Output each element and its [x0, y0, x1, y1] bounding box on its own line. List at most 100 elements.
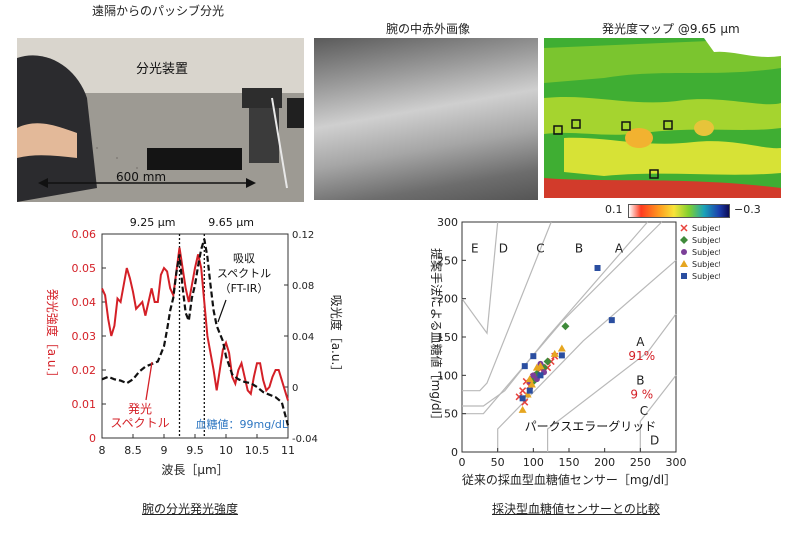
- zone-boundary: [461, 221, 499, 335]
- data-point-subject-e: [558, 352, 565, 359]
- wavelength-marker-label: 9.25 μm: [130, 216, 176, 229]
- data-point-subject-e: [519, 395, 526, 402]
- caption-spectral-emission: 腕の分光発光強度: [142, 502, 239, 516]
- legend-marker-subject-a: [680, 224, 688, 232]
- setup-photo: [17, 38, 304, 202]
- zone-boundary: [462, 221, 648, 407]
- x-tick-label: 0: [459, 456, 466, 469]
- x-axis-label: 波長［μm］: [161, 463, 228, 477]
- zone-label-b: B: [575, 242, 583, 256]
- panel-title-passive-spectroscopy: 遠隔からのパッシブ分光: [92, 4, 225, 18]
- data-point-subject-c: [530, 372, 537, 379]
- data-point-subject-e: [521, 363, 528, 370]
- data-point-subject-e: [594, 265, 601, 271]
- zone-label-c: C: [640, 404, 648, 418]
- y-tick-label: 250: [437, 254, 458, 267]
- x-tick-label: 100: [523, 456, 544, 469]
- y-right-tick-label: -0.04: [292, 434, 318, 445]
- y-left-axis-label: 発光強度［a.u.］: [45, 289, 60, 384]
- zone-label-c: C: [536, 242, 544, 256]
- zone-label-a: A: [636, 335, 645, 349]
- emission-spectrum-line: [101, 247, 289, 401]
- zone-label-e: E: [471, 242, 479, 256]
- y-tick-label: 200: [437, 293, 458, 306]
- y-left-tick-label: 0.05: [72, 262, 97, 275]
- zone-label-d: D: [499, 242, 508, 256]
- x-axis-label: 従来の採血型血糖値センサー［mg/dl］: [462, 472, 676, 487]
- spectrometer-label: 分光装置: [136, 62, 189, 77]
- legend-label: Subject B: [692, 236, 720, 245]
- legend-marker-subject-e: [681, 273, 687, 279]
- setup-photo-illustration: [17, 38, 304, 202]
- arm-ir-image: [314, 38, 538, 200]
- x-tick-label: 200: [594, 456, 615, 469]
- emissivity-map-illustration: [544, 38, 781, 198]
- data-point-subject-d: [527, 380, 536, 388]
- colorbar-min-label: 0.1: [605, 203, 623, 216]
- emission-label: 発光: [128, 402, 152, 416]
- x-tick-label: 8: [99, 444, 106, 457]
- data-point-subject-d: [550, 349, 559, 357]
- absorption-spectrum-line: [101, 238, 290, 426]
- caption-comparison: 採決型血糖値センサーとの比較: [492, 502, 660, 516]
- y-right-tick-label: 0: [292, 383, 298, 394]
- distance-arrow: [38, 178, 256, 188]
- zone-boundary: [547, 313, 677, 452]
- glucose-label: 血糖値：99mg/dL: [195, 417, 288, 431]
- parkes-error-grid-chart: 0 50 100 150 200 250 300 0 50 100 150 200 250 300 E D C B…: [429, 216, 720, 487]
- x-tick-label: 9: [161, 444, 168, 457]
- data-point-subject-e: [537, 372, 544, 379]
- legend-label: Subject D: [692, 260, 720, 269]
- data-point-subject-d: [536, 362, 545, 370]
- colorbar: [628, 204, 730, 218]
- x-tick-label: 50: [491, 456, 505, 469]
- y-left-tick-label: 0: [89, 432, 96, 445]
- legend-marker-subject-b: [680, 236, 688, 244]
- colorbar-max-label: −0.3: [734, 203, 761, 216]
- x-tick-label: 10: [219, 444, 233, 457]
- zone-a-percent: 91%: [628, 349, 655, 363]
- absorb-label-pointer: [217, 299, 227, 323]
- zone-label-b: B: [636, 374, 644, 388]
- y-axis-label: 提案手法による血糖値［mg/dl］: [429, 248, 444, 426]
- zone-label-d: D: [650, 433, 659, 447]
- zone-boundary: [462, 221, 552, 392]
- x-tick-label: 10.5: [245, 444, 270, 457]
- zone-boundary: [639, 374, 677, 452]
- y-right-tick-label: 0.04: [292, 332, 314, 343]
- distance-label: 600 mm: [116, 170, 167, 184]
- data-point-subject-b: [561, 322, 570, 331]
- legend-marker-subject-c: [681, 249, 687, 255]
- absorb-label: 吸収: [233, 252, 255, 265]
- data-point-subject-d: [557, 344, 566, 352]
- x-tick-label: 9.5: [186, 444, 204, 457]
- y-tick-label: 300: [437, 216, 458, 229]
- x-tick-label: 250: [630, 456, 651, 469]
- absorb-label: （FT-IR）: [220, 282, 269, 295]
- y-right-axis-label: 吸光度［a.u.］: [329, 295, 344, 378]
- legend-label: Subject C: [692, 248, 720, 257]
- emissivity-map: [544, 38, 781, 198]
- y-right-tick-label: 0.12: [292, 230, 314, 241]
- x-tick-label: 300: [666, 456, 687, 469]
- y-left-tick-label: 0.02: [72, 364, 97, 377]
- data-point-subject-e: [530, 353, 537, 360]
- grid-title: パークスエラーグリッド: [525, 420, 657, 434]
- wavelength-marker-label: 9.65 μm: [208, 216, 254, 229]
- panel-title-mid-ir-image: 腕の中赤外画像: [386, 22, 471, 36]
- y-tick-label: 0: [451, 446, 458, 459]
- y-left-tick-label: 0.01: [72, 398, 97, 411]
- data-point-subject-b: [543, 357, 552, 366]
- absorb-label: スペクトル: [217, 267, 271, 280]
- legend-marker-subject-d: [680, 260, 688, 267]
- y-tick-label: 100: [437, 369, 458, 382]
- y-left-tick-label: 0.03: [72, 330, 97, 343]
- data-point-subject-d: [518, 405, 527, 413]
- legend-label: Subject A: [692, 224, 720, 233]
- y-left-tick-label: 0.06: [72, 228, 97, 241]
- x-tick-label: 150: [559, 456, 580, 469]
- zone-label-a: A: [615, 242, 624, 256]
- data-point-subject-d: [525, 375, 534, 383]
- zone-b-percent: 9 %: [630, 387, 653, 401]
- data-point-subject-e: [526, 387, 533, 394]
